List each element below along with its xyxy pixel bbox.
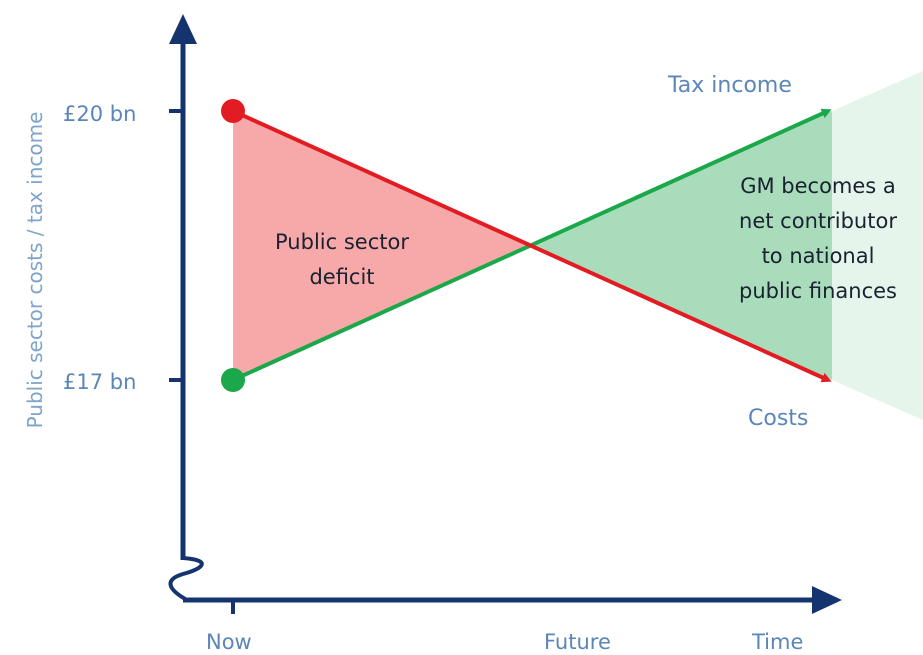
tax-income-label: Tax income <box>667 73 792 98</box>
deficit-label-line2: deficit <box>309 265 374 289</box>
surplus-label-line1: GM becomes a <box>740 174 896 198</box>
costs-start-point <box>221 99 245 123</box>
x-tick-label-future: Future <box>544 630 611 654</box>
costs-line <box>232 109 832 383</box>
surplus-region <box>532 111 832 380</box>
x-axis-label: Time <box>751 630 803 654</box>
y-axis <box>168 14 204 602</box>
tax-income-start-point <box>221 368 245 392</box>
y-axis-label: Public sector costs / tax income <box>23 112 47 429</box>
deficit-region <box>233 111 533 380</box>
deficit-label-line1: Public sector <box>275 230 409 254</box>
y-tick-label-17bn: £17 bn <box>63 370 136 394</box>
surplus-fade-region <box>832 71 923 420</box>
surplus-label-line3: to national <box>762 244 875 268</box>
surplus-label-line2: net contributor <box>739 209 897 233</box>
y-tick-label-20bn: £20 bn <box>63 102 136 126</box>
costs-label: Costs <box>748 406 808 431</box>
surplus-label-line4: public finances <box>739 279 897 303</box>
x-tick-label-now: Now <box>206 630 252 654</box>
x-axis <box>183 586 842 614</box>
